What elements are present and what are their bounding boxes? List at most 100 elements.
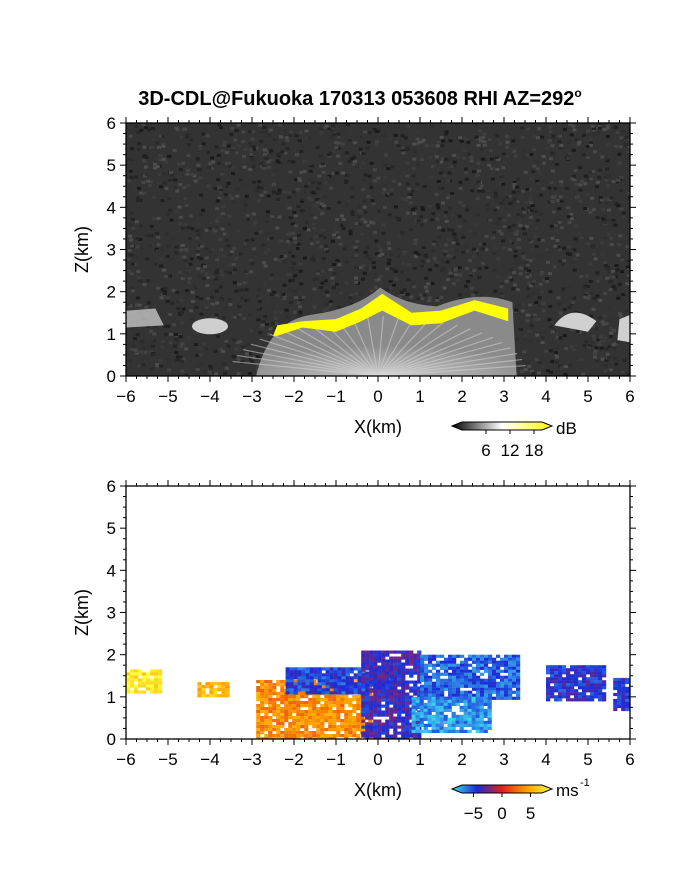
velocity-panel: −6 −5 −4 −3 −2 −1 0 1 2 3 4 5 6 0 1 2 3 4 5 6 X(km) Z(km) −5 0 5… <box>72 477 636 823</box>
velocity-region <box>126 669 163 694</box>
x-tick-label: −4 <box>200 750 219 769</box>
y-tick-label: 6 <box>107 114 116 133</box>
beam-streak <box>307 322 379 376</box>
x-tick-label: −6 <box>116 387 135 406</box>
colorbar <box>450 421 554 431</box>
colorbar-tick-label: 6 <box>481 441 490 460</box>
beam-streak <box>377 341 503 376</box>
x-tick-label: 6 <box>625 387 634 406</box>
x-axis-label: X(km) <box>354 417 402 437</box>
beam-streak <box>259 338 379 376</box>
y-tick-label: 5 <box>107 156 116 175</box>
beam-streak <box>377 321 445 376</box>
x-tick-label: −5 <box>158 750 177 769</box>
beam-streak <box>377 317 415 376</box>
degree-mark: o <box>574 86 582 100</box>
x-tick-label: 3 <box>499 387 508 406</box>
backscatter-image <box>126 123 630 376</box>
x-tick-label: −2 <box>284 387 303 406</box>
x-tick-label: −4 <box>200 387 219 406</box>
x-tick-label: 0 <box>373 387 382 406</box>
x-tick-label: −1 <box>326 750 345 769</box>
velocity-region <box>197 682 230 698</box>
beam-streak <box>236 354 379 376</box>
colorbar-tick-label: 12 <box>501 441 520 460</box>
x-tick-label: 4 <box>541 750 550 769</box>
colorbar-tick-label: 5 <box>526 804 535 823</box>
x-tick-label: 6 <box>625 750 634 769</box>
y-tick-label: 5 <box>107 519 116 538</box>
y-tick-label: 2 <box>107 283 116 302</box>
y-tick-label: 4 <box>107 561 116 580</box>
y-tick-label: 4 <box>107 198 116 217</box>
beam-streak <box>377 315 384 376</box>
velocity-region <box>411 696 492 733</box>
y-axis-label: Z(km) <box>72 589 92 636</box>
x-axis-label: X(km) <box>354 780 402 800</box>
y-tick-label: 1 <box>107 325 116 344</box>
title-text: 3D-CDL@Fukuoka 170313 053608 RHI AZ=292 <box>138 88 575 110</box>
x-tick-label: 2 <box>457 387 466 406</box>
beam-streak <box>377 347 511 376</box>
beam-streak <box>377 358 523 376</box>
beam-streak <box>377 352 518 376</box>
cloud-left <box>126 308 164 328</box>
beam-streak <box>366 316 379 376</box>
velocity-region <box>420 654 521 700</box>
colorbar-unit: dB <box>556 419 577 438</box>
x-tick-label: −6 <box>116 750 135 769</box>
beam-streak <box>281 329 379 376</box>
beam-streak <box>377 324 458 376</box>
y-axis-label: Z(km) <box>72 226 92 273</box>
x-tick-label: 3 <box>499 750 508 769</box>
y-tick-label: 6 <box>107 477 116 496</box>
x-tick-label: −2 <box>284 750 303 769</box>
x-tick-label: 1 <box>415 750 424 769</box>
colorbar <box>450 784 554 794</box>
colorbar-tick-label: −5 <box>464 804 483 823</box>
colorbar-tick-label: 0 <box>497 804 506 823</box>
y-tick-label: 2 <box>107 646 116 665</box>
velocity-region <box>361 650 422 739</box>
x-tick-label: 4 <box>541 387 550 406</box>
saturated-area <box>273 293 509 336</box>
beam-streak <box>250 343 379 376</box>
cloud-left2 <box>192 318 228 335</box>
y-tick-label: 3 <box>107 241 116 260</box>
beam-streak <box>293 325 379 376</box>
y-tick-label: 1 <box>107 688 116 707</box>
beam-streak <box>377 316 400 376</box>
beam-streak <box>269 333 379 376</box>
y-tick-label: 0 <box>107 367 116 386</box>
beam-streak <box>351 316 379 376</box>
x-tick-label: 1 <box>415 387 424 406</box>
beam-streak <box>377 364 526 376</box>
x-tick-label: −5 <box>158 387 177 406</box>
x-tick-label: −3 <box>242 387 261 406</box>
beam-streak <box>377 336 494 376</box>
colorbar-unit: ms <box>556 781 579 800</box>
colorbar-unit-exponent: -1 <box>580 777 590 789</box>
y-tick-label: 3 <box>107 604 116 623</box>
cloud-right <box>554 312 597 332</box>
chart-title: 3D-CDL@Fukuoka 170313 053608 RHI AZ=292o <box>0 86 680 111</box>
x-tick-label: −3 <box>242 750 261 769</box>
beam-streak <box>377 328 471 376</box>
beam-streak <box>377 319 430 376</box>
x-tick-label: −1 <box>326 387 345 406</box>
x-tick-label: 5 <box>583 387 592 406</box>
beam-streak <box>377 332 483 376</box>
x-tick-label: 2 <box>457 750 466 769</box>
x-tick-label: 5 <box>583 750 592 769</box>
velocity-region <box>546 665 607 702</box>
velocity-region <box>613 677 630 712</box>
velocity-image <box>126 650 630 739</box>
colorbar-tick-label: 18 <box>525 441 544 460</box>
x-tick-label: 0 <box>373 750 382 769</box>
saturated-echo <box>273 293 509 336</box>
cloud-right2 <box>617 314 630 343</box>
beam-streak <box>243 349 379 376</box>
beam-streak <box>232 360 379 376</box>
